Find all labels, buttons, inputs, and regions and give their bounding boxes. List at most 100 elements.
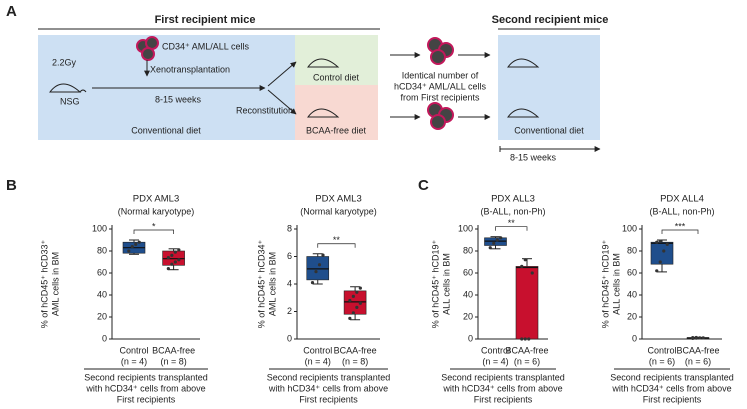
data-point bbox=[173, 260, 177, 264]
y-tick-label: 6 bbox=[287, 251, 292, 261]
data-point bbox=[355, 305, 359, 309]
data-point bbox=[499, 236, 503, 240]
significance-bracket bbox=[495, 226, 528, 231]
chart-title: PDX AML3 bbox=[133, 194, 179, 205]
data-point bbox=[170, 262, 174, 266]
x-tick-label: Control bbox=[303, 345, 332, 355]
header: Second recipient mice bbox=[492, 14, 609, 26]
label: CD34⁺ AML/ALL cells bbox=[162, 41, 249, 51]
data-point bbox=[314, 270, 318, 274]
data-point bbox=[520, 337, 524, 341]
data-point bbox=[351, 294, 355, 298]
label: Conventional diet bbox=[131, 125, 201, 135]
y-tick-label: 40 bbox=[97, 289, 107, 299]
arrow bbox=[267, 61, 297, 87]
label: 2.2Gy bbox=[52, 57, 77, 67]
arrow bbox=[267, 89, 297, 115]
note: with hCD34⁺ cells from above bbox=[85, 383, 205, 393]
note: First recipients bbox=[474, 394, 533, 404]
y-tick-label: 20 bbox=[463, 311, 473, 321]
y-tick-label: 20 bbox=[627, 311, 637, 321]
label: from First recipients bbox=[400, 92, 480, 102]
note: Second recipients transplanted bbox=[84, 372, 208, 382]
note: Second recipients transplanted bbox=[267, 372, 391, 382]
x-tick-label: (n = 6) bbox=[649, 356, 675, 366]
data-point bbox=[492, 241, 496, 245]
x-tick-label: (n = 8) bbox=[342, 356, 368, 366]
data-point bbox=[701, 336, 705, 340]
note: with hCD34⁺ cells from above bbox=[268, 383, 388, 393]
significance-label: * bbox=[152, 221, 156, 231]
y-tick-label: 2 bbox=[287, 306, 292, 316]
data-point bbox=[170, 253, 174, 257]
mouse-icon bbox=[48, 58, 540, 118]
y-tick-label: 0 bbox=[102, 333, 107, 343]
chart-title: PDX ALL3 bbox=[491, 194, 535, 205]
x-tick-label: BCAA-free bbox=[152, 345, 195, 355]
y-tick-label: 40 bbox=[463, 289, 473, 299]
label: 8-15 weeks bbox=[510, 152, 557, 162]
data-point bbox=[127, 249, 131, 253]
chart-subtitle: (B-ALL, non-Ph) bbox=[649, 206, 714, 216]
data-point bbox=[694, 335, 698, 340]
x-tick-label: BCAA-free bbox=[505, 345, 548, 355]
significance-label: *** bbox=[675, 221, 686, 231]
y-tick-label: 60 bbox=[97, 267, 107, 277]
data-point bbox=[166, 256, 170, 260]
label: Identical number of bbox=[402, 70, 479, 80]
data-point bbox=[348, 298, 352, 303]
data-point bbox=[358, 301, 362, 305]
chart-title: PDX ALL4 bbox=[660, 194, 704, 205]
y-tick-label: 4 bbox=[287, 278, 292, 288]
data-point bbox=[665, 242, 669, 246]
box bbox=[515, 266, 539, 340]
x-tick-label: BCAA-free bbox=[334, 345, 377, 355]
y-tick-label: 0 bbox=[287, 333, 292, 343]
label: Xenotransplantation bbox=[150, 64, 230, 74]
label: Reconstitution bbox=[236, 105, 293, 115]
data-point bbox=[658, 239, 662, 243]
note: with hCD34⁺ cells from above bbox=[442, 383, 562, 393]
x-tick-label: (n = 6) bbox=[685, 356, 711, 366]
chart-title: PDX AML3 bbox=[315, 194, 361, 205]
x-tick-label: (n = 4) bbox=[121, 356, 147, 366]
x-tick-label: (n = 6) bbox=[514, 356, 540, 366]
x-tick-label: BCAA-free bbox=[676, 345, 719, 355]
y-axis-label: ALL cells in BM bbox=[611, 253, 621, 315]
y-tick-label: 100 bbox=[92, 223, 107, 233]
chart-subtitle: (Normal karyotype) bbox=[118, 206, 195, 216]
note: First recipients bbox=[643, 394, 702, 404]
data-point bbox=[134, 242, 138, 246]
note: First recipients bbox=[299, 394, 358, 404]
data-point bbox=[520, 264, 524, 268]
note: First recipients bbox=[117, 394, 176, 404]
data-point bbox=[130, 245, 134, 249]
label: 8-15 weeks bbox=[155, 94, 202, 104]
y-axis-label: % of hCD45⁺ hCD33⁺ bbox=[39, 239, 49, 328]
note: Second recipients transplanted bbox=[441, 372, 565, 382]
data-point bbox=[658, 260, 662, 264]
significance-label: ** bbox=[508, 218, 516, 228]
x-tick-label: (n = 4) bbox=[482, 356, 508, 366]
diet-box bbox=[295, 85, 378, 140]
y-axis-label: % of hCD45⁺ hCD34⁺ bbox=[256, 239, 266, 328]
data-point bbox=[317, 263, 322, 267]
data-point bbox=[310, 281, 315, 285]
data-point bbox=[348, 316, 352, 320]
y-tick-label: 0 bbox=[468, 333, 473, 343]
chart-subtitle: (Normal karyotype) bbox=[300, 206, 377, 216]
y-tick-label: 40 bbox=[627, 289, 637, 299]
data-point bbox=[691, 335, 695, 340]
y-tick-label: 80 bbox=[627, 245, 637, 255]
x-tick-label: (n = 8) bbox=[160, 356, 186, 366]
data-point bbox=[527, 337, 531, 341]
significance-bracket bbox=[661, 229, 699, 234]
data-point bbox=[655, 269, 659, 273]
data-point bbox=[530, 271, 534, 275]
significance-bracket bbox=[133, 229, 174, 234]
x-tick-label: Control bbox=[481, 345, 510, 355]
significance-label: ** bbox=[333, 235, 341, 245]
data-point bbox=[523, 258, 527, 262]
label: BCAA-free diet bbox=[306, 125, 367, 135]
